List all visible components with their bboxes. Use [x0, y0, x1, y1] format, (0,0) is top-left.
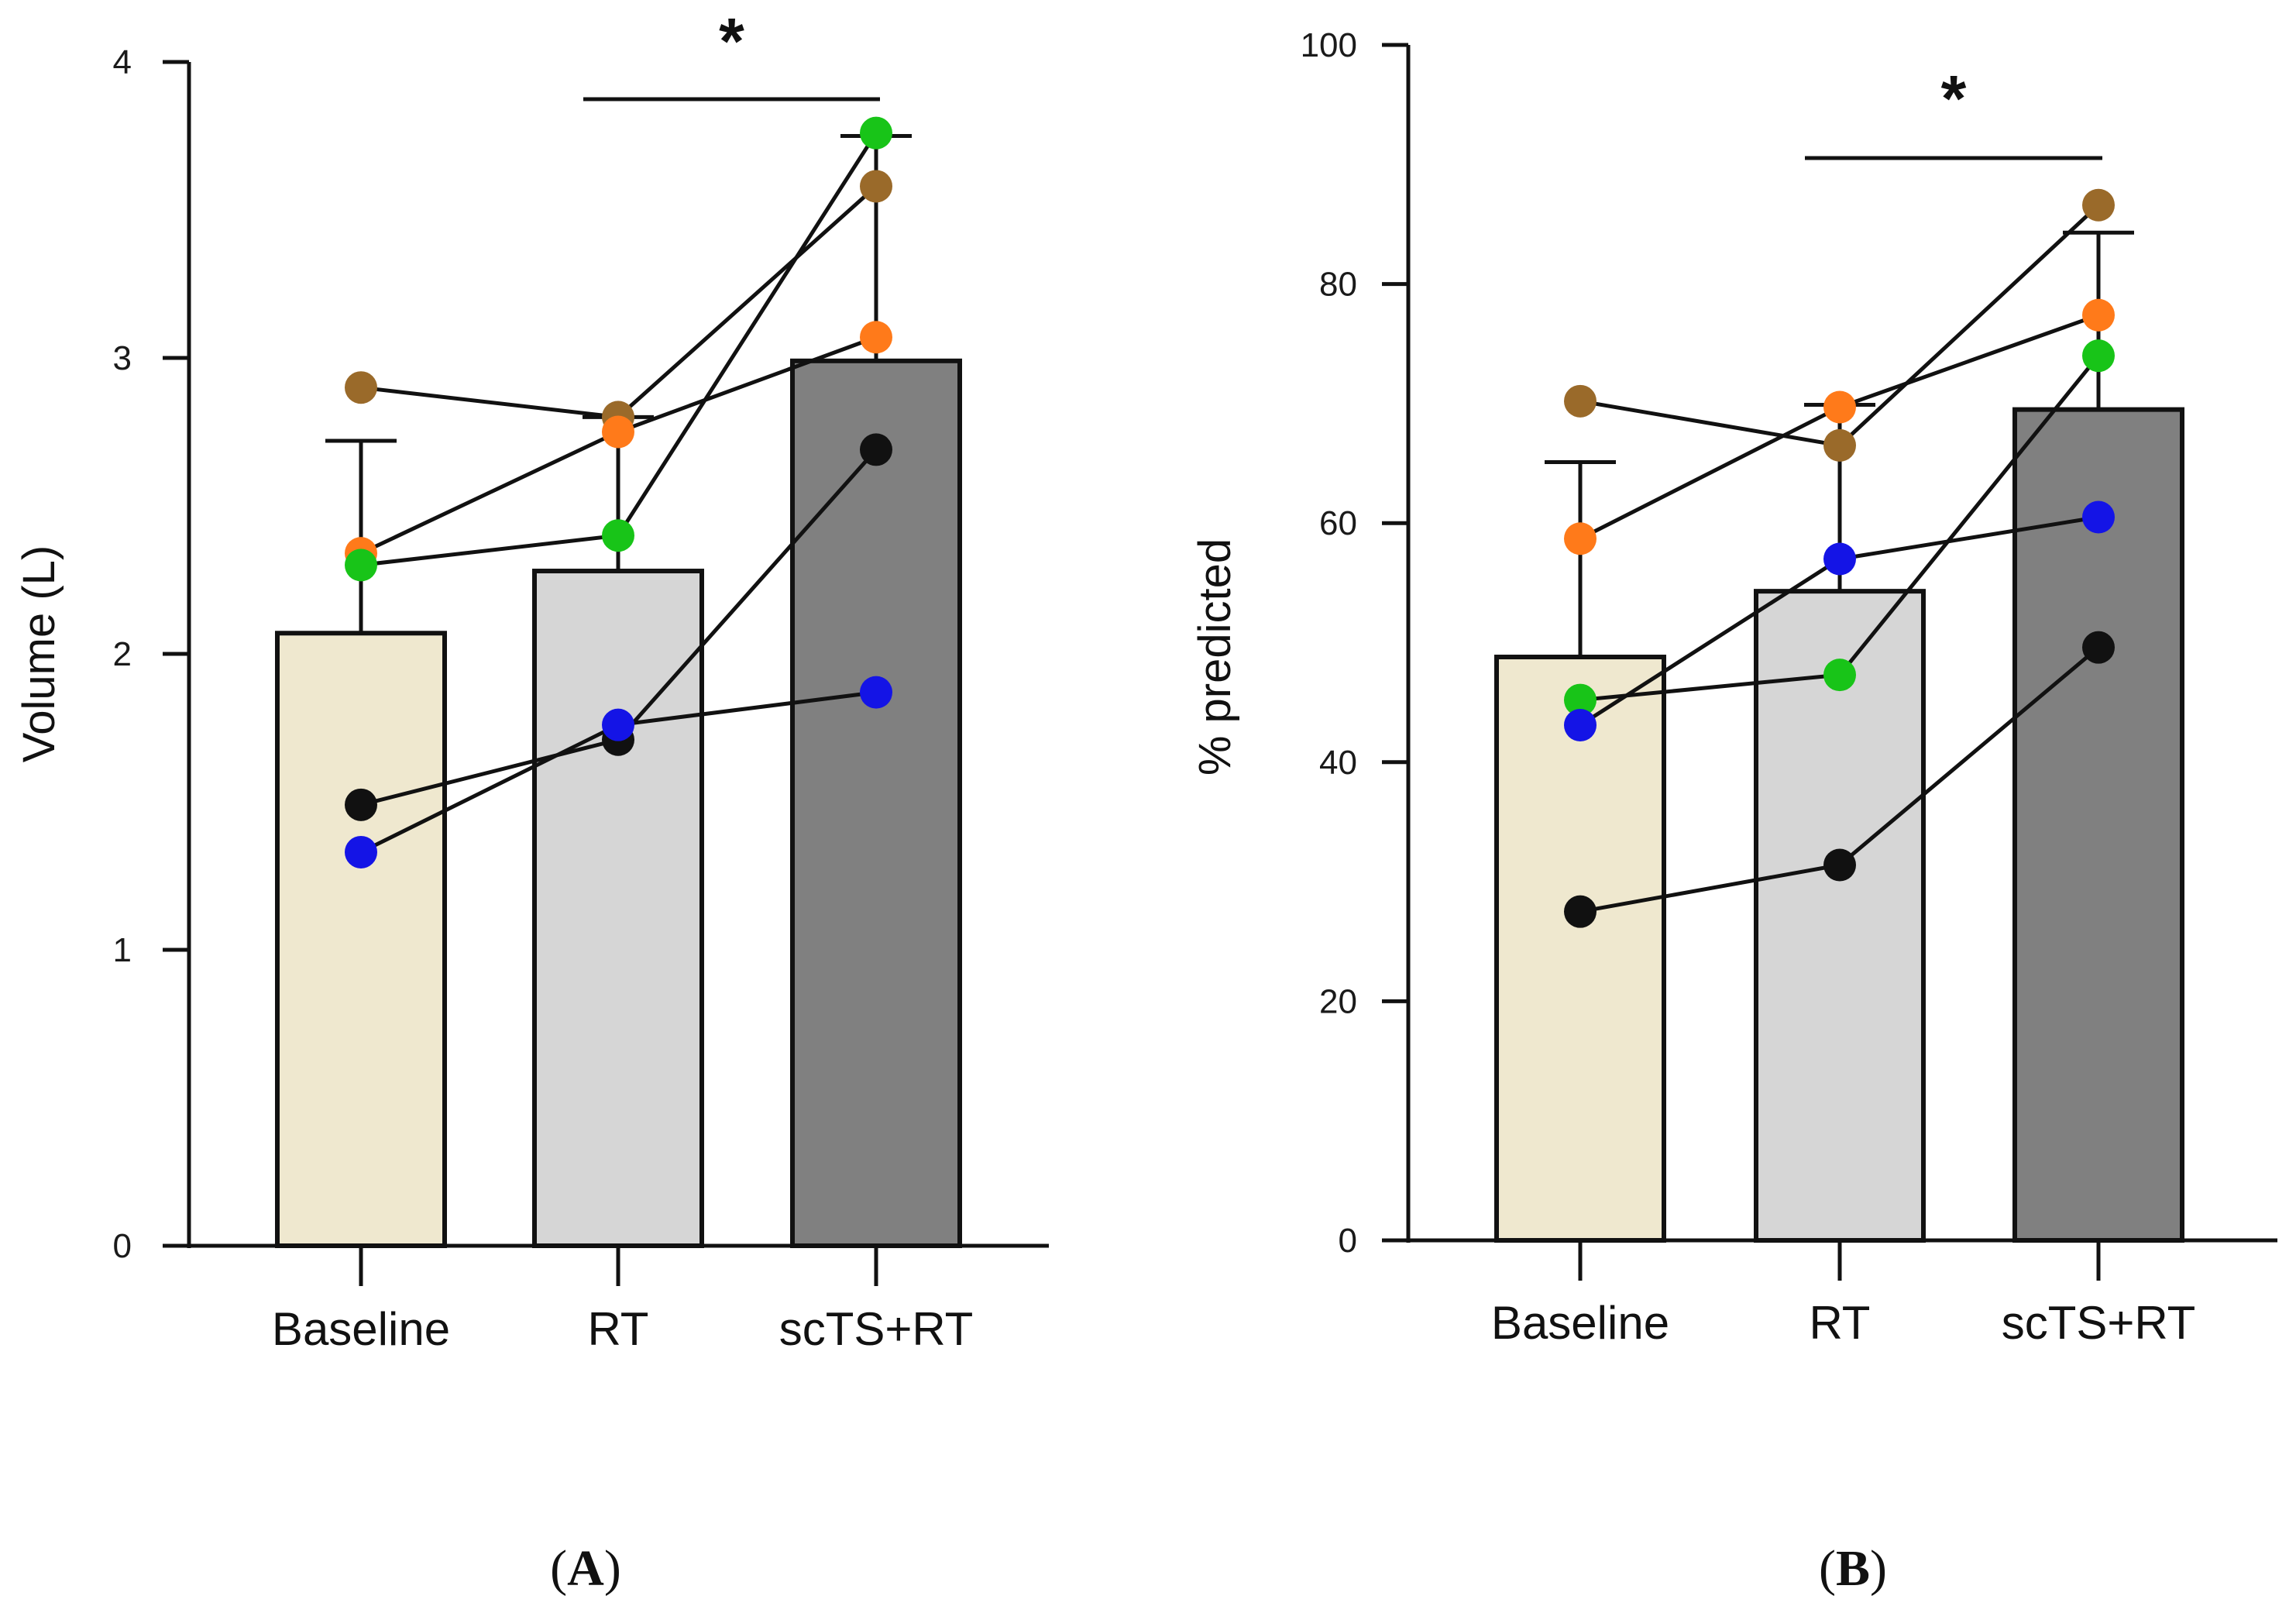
- bar-scts-rt: [790, 358, 962, 1249]
- bar-baseline: [275, 631, 447, 1248]
- subject-point: [860, 433, 892, 466]
- subject-point: [1823, 542, 1856, 576]
- y-tick-label: 3: [113, 339, 132, 377]
- bar-rt: [1754, 589, 1926, 1243]
- y-tick-label: 100: [1301, 26, 1357, 64]
- significance-star: *: [719, 5, 744, 77]
- y-axis-title: Volume (L): [14, 545, 64, 762]
- panel-label-a: (A): [550, 1540, 621, 1597]
- subject-point: [2082, 500, 2115, 534]
- x-tick-label: scTS+RT: [779, 1303, 974, 1355]
- y-tick-label: 60: [1319, 504, 1357, 542]
- subject-point: [860, 676, 892, 709]
- subject-point: [602, 708, 634, 741]
- subject-point: [1564, 895, 1597, 928]
- subject-point: [860, 116, 892, 150]
- y-tick-label: 1: [113, 931, 132, 969]
- y-tick-label: 4: [113, 43, 132, 81]
- subject-point: [1564, 708, 1597, 741]
- y-tick-label: 20: [1319, 982, 1357, 1020]
- subject-point: [1564, 522, 1597, 555]
- subject-point: [345, 371, 377, 404]
- subject-point: [2082, 631, 2115, 664]
- y-tick-label: 40: [1319, 744, 1357, 782]
- subject-point: [602, 519, 634, 552]
- panel-label-b: (B): [1819, 1540, 1887, 1597]
- subject-point: [2082, 298, 2115, 332]
- x-tick-label: scTS+RT: [2002, 1297, 2196, 1349]
- y-tick-label: 0: [113, 1227, 132, 1265]
- subject-point: [345, 835, 377, 868]
- subject-point: [602, 415, 634, 449]
- subject-point: [1564, 384, 1597, 418]
- y-tick-label: 0: [1339, 1222, 1357, 1260]
- subject-point: [1823, 848, 1856, 882]
- subject-point: [1564, 683, 1597, 717]
- x-tick-label: Baseline: [1491, 1297, 1669, 1349]
- x-tick-label: Baseline: [272, 1303, 450, 1355]
- significance-star: *: [1941, 62, 1967, 135]
- chart-panel-a: 0 1 2 3 4 Baseline RT scTS+RT Volume (L) *: [14, 5, 1049, 1355]
- subject-point: [860, 170, 892, 203]
- subject-point: [2082, 188, 2115, 222]
- bar-scts-rt: [2012, 407, 2184, 1243]
- bar-baseline: [1494, 655, 1666, 1243]
- y-axis-title: % predicted: [1190, 538, 1240, 776]
- x-tick-label: RT: [1810, 1297, 1871, 1349]
- y-tick-label: 2: [113, 635, 132, 673]
- subject-point: [1823, 390, 1856, 424]
- subject-point: [345, 788, 377, 821]
- bar-rt: [532, 569, 704, 1248]
- subject-point: [1823, 428, 1856, 462]
- subject-point: [345, 549, 377, 582]
- subject-point: [1823, 659, 1856, 692]
- subject-point: [2082, 339, 2115, 373]
- subject-point: [860, 321, 892, 354]
- y-tick-label: 80: [1319, 266, 1357, 304]
- chart-panel-b: 0 20 40 60 80 100 Baseline RT scTS+RT % predicted…: [1190, 26, 2277, 1349]
- x-tick-label: RT: [588, 1303, 649, 1355]
